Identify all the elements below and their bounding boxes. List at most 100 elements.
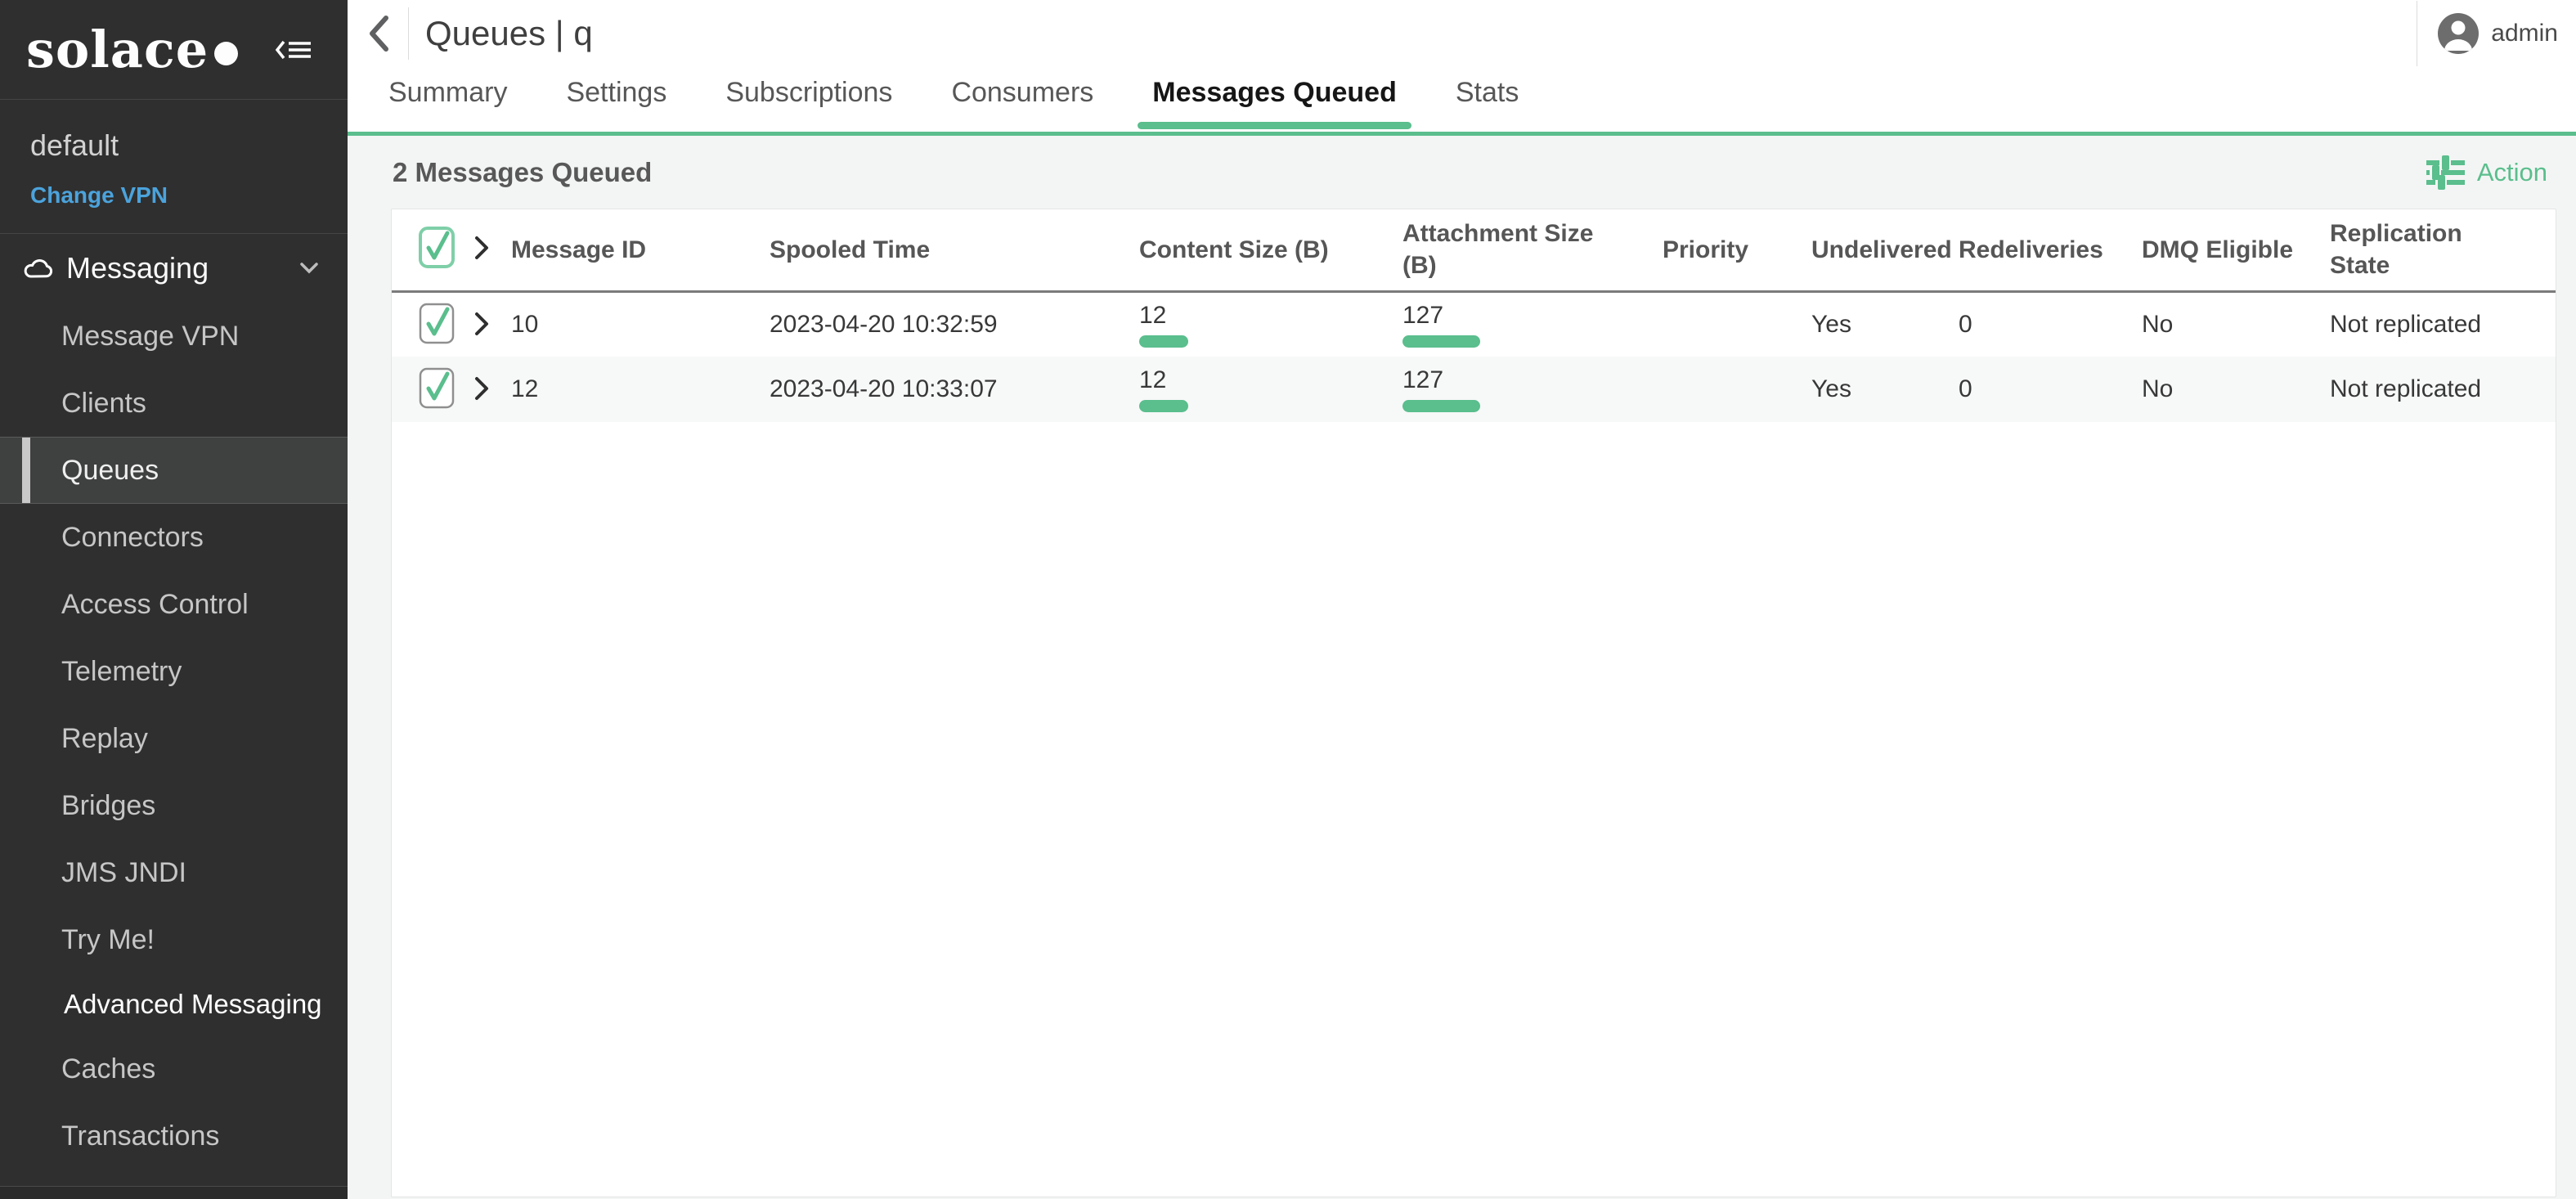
column-header-priority: Priority — [1663, 209, 1811, 293]
collapse-menu-icon — [275, 40, 311, 59]
main-area: Queues | q admin Summary Settings Subsc — [348, 0, 2576, 1199]
table-row: 12 2023-04-20 10:33:07 12 127 Yes 0 No N… — [392, 357, 2556, 422]
sidebar-nav: Message VPN Clients Queues Connectors Access… — [0, 303, 348, 973]
table-row: 10 2023-04-20 10:32:59 12 127 Yes 0 No N… — [392, 291, 2556, 357]
content-size-bar — [1139, 400, 1188, 412]
tab-bar: Summary Settings Subscriptions Consumers Mes… — [348, 67, 2576, 136]
checkbox-checked-icon — [419, 367, 455, 409]
user-menu[interactable]: admin — [2417, 0, 2576, 67]
checkbox-checked-icon — [419, 227, 455, 269]
column-header-dmq-eligible: DMQ Eligible — [2142, 209, 2330, 293]
cell-content-size: 12 — [1139, 291, 1402, 357]
cell-replication-state: Not replicated — [2330, 375, 2482, 402]
attachment-size-bar — [1402, 335, 1480, 348]
messages-table: Message ID Spooled Time Content Size (B) At… — [392, 209, 2556, 422]
expand-row-button[interactable] — [473, 375, 490, 402]
sidebar-item-try-me[interactable]: Try Me! — [61, 923, 155, 955]
tab-summary[interactable]: Summary — [388, 77, 508, 108]
tab-subscriptions[interactable]: Subscriptions — [725, 77, 893, 108]
attachment-size-bar — [1402, 400, 1480, 412]
cell-undelivered: Yes — [1811, 310, 1851, 338]
tab-stats[interactable]: Stats — [1455, 77, 1519, 108]
cell-priority — [1663, 357, 1811, 422]
row-checkbox[interactable] — [418, 362, 456, 410]
sidebar-item-replay[interactable]: Replay — [61, 722, 148, 754]
username: admin — [2491, 20, 2558, 47]
column-header-attachment-size-b: Attachment Size (B) — [1402, 209, 1663, 293]
column-header-spooled-time: Spooled Time — [770, 209, 1139, 293]
person-icon — [2438, 13, 2480, 54]
expand-all-button[interactable] — [473, 235, 490, 261]
cell-attachment-size: 127 — [1402, 357, 1663, 422]
sidebar-item-access-control[interactable]: Access Control — [61, 588, 249, 620]
top-bar: Queues | q admin — [348, 0, 2576, 67]
cell-replication-state: Not replicated — [2330, 310, 2482, 338]
cell-redeliveries: 0 — [1959, 375, 1972, 402]
sidebar-item-connectors[interactable]: Connectors — [61, 521, 204, 553]
cell-message-id: 10 — [511, 310, 539, 338]
column-header-replication-state: Replication State — [2330, 209, 2556, 293]
cell-content-size: 12 — [1139, 357, 1402, 422]
title-divider — [408, 7, 409, 60]
column-header-message-id: Message ID — [511, 209, 770, 293]
page-title: Queues | q — [425, 14, 593, 52]
cell-dmq-eligible: No — [2142, 310, 2174, 338]
action-button-label: Action — [2476, 157, 2547, 186]
back-chevron-icon — [370, 16, 388, 52]
change-vpn-link[interactable]: Change VPN — [30, 182, 168, 208]
action-button[interactable]: Action — [2426, 155, 2547, 191]
cell-spooled-time: 2023-04-20 10:33:07 — [770, 375, 998, 402]
sidebar-item-clients[interactable]: Clients — [61, 387, 146, 419]
vpn-name: default — [30, 128, 119, 162]
vpn-block: default Change VPN — [0, 100, 348, 234]
sidebar-subsection-advanced-messaging: Advanced Messaging — [64, 989, 322, 1019]
cell-attachment-size: 127 — [1402, 291, 1663, 357]
sidebar-collapse-button[interactable] — [275, 39, 312, 61]
table-header-row: Message ID Spooled Time Content Size (B) At… — [392, 209, 2556, 293]
sidebar-item-jms-jndi[interactable]: JMS JNDI — [61, 856, 186, 888]
sidebar-logo-row: solace — [0, 0, 348, 100]
chevron-right-icon — [475, 377, 488, 400]
cell-message-id: 12 — [511, 375, 539, 402]
cell-redeliveries: 0 — [1959, 310, 1972, 338]
checkbox-checked-icon — [419, 303, 455, 344]
cell-priority — [1663, 291, 1811, 357]
sidebar-item-bridges[interactable]: Bridges — [61, 789, 156, 821]
sidebar-item-message-vpn[interactable]: Message VPN — [61, 320, 240, 352]
cell-undelivered: Yes — [1811, 375, 1851, 402]
sidebar-footer — [0, 1186, 348, 1199]
sidebar-subnav: Caches Transactions — [0, 1035, 348, 1170]
column-header-undelivered: Undelivered — [1811, 209, 1959, 293]
brand-logo: solace — [26, 20, 239, 79]
content: 2 Messages Queued — [348, 136, 2576, 1199]
back-button[interactable] — [368, 15, 389, 52]
tab-messages-queued[interactable]: Messages Queued — [1138, 77, 1411, 129]
content-size-bar — [1139, 335, 1188, 348]
chevron-right-icon — [475, 236, 488, 260]
chevron-right-icon — [475, 312, 488, 335]
sidebar-item-queues[interactable]: Queues — [0, 437, 348, 504]
cell-dmq-eligible: No — [2142, 375, 2174, 402]
tab-consumers[interactable]: Consumers — [951, 77, 1094, 108]
sidebar-section-messaging[interactable]: Messaging — [0, 234, 348, 303]
sidebar: solace default Change VPN — [0, 0, 348, 1199]
brand-logo-text: solace — [26, 20, 209, 79]
sidebar-item-transactions[interactable]: Transactions — [61, 1120, 220, 1152]
column-header-redeliveries: Redeliveries — [1959, 209, 2142, 293]
brand-logo-dot — [214, 42, 239, 65]
chevron-down-icon — [300, 263, 318, 274]
sidebar-item-caches[interactable]: Caches — [61, 1053, 156, 1084]
column-header-content-size-b: Content Size (B) — [1139, 209, 1402, 293]
sidebar-item-telemetry[interactable]: Telemetry — [61, 655, 182, 687]
sidebar-section-label: Messaging — [66, 251, 209, 285]
cloud-icon — [22, 257, 55, 280]
tab-settings[interactable]: Settings — [566, 77, 667, 108]
tune-icon — [2426, 155, 2465, 190]
user-avatar[interactable] — [2437, 12, 2480, 55]
messages-table-card: Message ID Spooled Time Content Size (B) At… — [391, 209, 2556, 1197]
expand-row-button[interactable] — [473, 311, 490, 337]
select-all-checkbox[interactable] — [418, 222, 456, 269]
row-checkbox[interactable] — [418, 298, 456, 345]
messages-queued-count: 2 Messages Queued — [393, 156, 653, 187]
